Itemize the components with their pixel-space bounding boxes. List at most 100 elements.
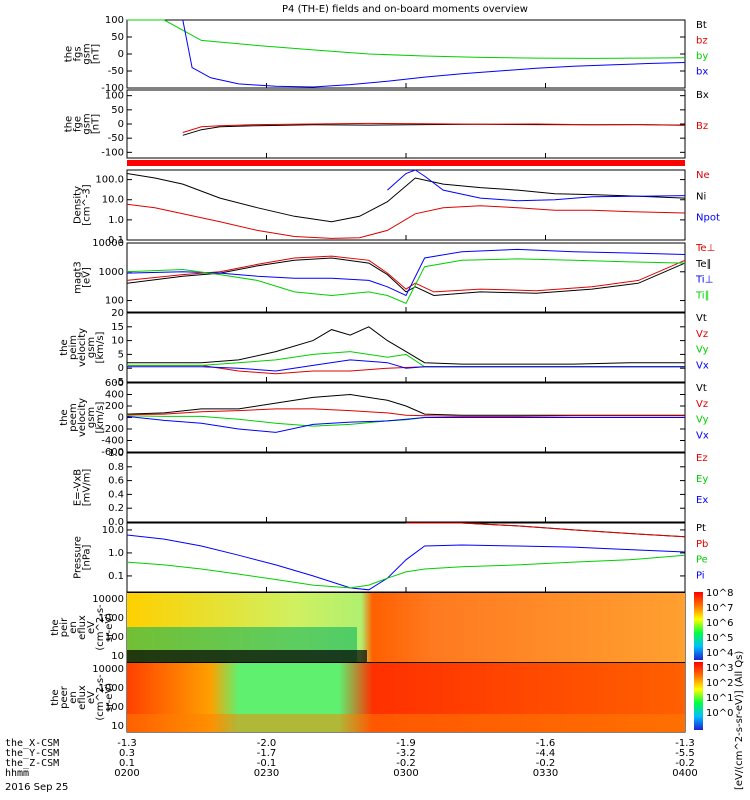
legend-Ti∥: Ti∥ — [695, 290, 710, 301]
y-axis-label: eflux — [77, 615, 88, 640]
y-axis-label: the — [50, 619, 61, 635]
x-axis-value: 0.1 — [119, 758, 135, 769]
y-tick-label: 20 — [111, 308, 124, 319]
colorbar-tick-label: 10^7 — [706, 603, 733, 614]
spectrogram-low-energy-band — [127, 714, 685, 732]
x-axis-value: 0400 — [672, 768, 697, 779]
series-line-Ti∥ — [126, 258, 686, 304]
spectrogram-group — [127, 593, 685, 732]
y-axis-label: eV — [86, 691, 97, 704]
y-axis-label: (cm^2-s- — [95, 674, 106, 721]
legend-bz: bz — [696, 36, 708, 47]
colorbar-strip-lower — [694, 662, 703, 730]
y-axis-label: [km/s] — [95, 331, 106, 363]
y-tick-label: 50 — [111, 32, 124, 43]
x-axis-row-label: the_Y-CSM — [5, 748, 59, 759]
y-tick-label: 0.1 — [108, 571, 124, 582]
panel-peer_en: 10000 1000 100 10 thepeerenefluxeV(cm^2-s-sr… — [50, 662, 686, 733]
y-tick-label: 1000 — [99, 683, 124, 694]
colorbar-strip-upper — [694, 592, 703, 660]
y-axis-label: (cm^2-s- — [95, 604, 106, 651]
x-axis-value: -1.9 — [396, 738, 416, 749]
y-tick-label: 100 — [105, 702, 124, 713]
x-axis-value: -4.4 — [536, 748, 556, 759]
x-axis-row-label: hhmm — [5, 768, 29, 779]
y-axis-label: eV — [86, 621, 97, 634]
y-axis-label: Density — [73, 186, 84, 224]
y-tick-label: 1.0 — [108, 448, 124, 459]
y-axis-label: [nT] — [91, 44, 102, 64]
y-tick-label: 0.2 — [108, 503, 124, 514]
series-line-Vx — [126, 415, 685, 433]
y-tick-label: -400 — [101, 436, 124, 447]
legend-Vx: Vx — [696, 430, 709, 441]
series-line-Vt — [127, 326, 685, 365]
panel-e_field: 1.0 0.8 0.6 0.4 0.2 0.0 E=-VxB[mV/m] Ez Ey Ex — [73, 448, 709, 528]
series-line-Pb — [406, 522, 686, 538]
legend-Bt: Bt — [696, 20, 707, 31]
legend-Pb: Pb — [696, 539, 708, 550]
y-tick-label: 100 — [105, 632, 124, 643]
series-line-Pi — [126, 534, 686, 591]
colorbar-tick-label: 10^8 — [706, 588, 733, 599]
panel-pressure: 10.0 1.0 0.1 Pressure[nPa] Pt Pb Pe Pi — [73, 522, 708, 593]
series-line-Pe — [126, 554, 686, 589]
x-axis-value: -3.2 — [396, 748, 416, 759]
y-tick-label: -5 — [114, 377, 124, 388]
x-axis-value: -2.0 — [257, 738, 277, 749]
y-tick-label: 0.0 — [108, 517, 124, 528]
legend-Vy: Vy — [696, 415, 709, 426]
legend-Vt: Vt — [696, 383, 707, 394]
series-line-Te⊥ — [126, 255, 686, 293]
y-tick-label: -50 — [108, 66, 124, 77]
series-line-Te∥ — [126, 257, 686, 297]
y-axis-label: gsm — [82, 113, 93, 134]
y-tick-label: 1000 — [99, 267, 124, 278]
y-axis-label: the — [59, 339, 70, 355]
y-tick-label: 10000 — [92, 664, 124, 675]
y-tick-label: 5 — [118, 349, 124, 360]
x-axis-value: -5.5 — [675, 748, 695, 759]
y-axis-label: Pressure — [73, 536, 84, 579]
separator-bar — [127, 160, 685, 166]
y-axis-label: the — [64, 46, 75, 62]
series-line-bx — [182, 19, 686, 88]
y-axis-label: peer — [59, 685, 70, 709]
y-axis-label: [nPa] — [82, 544, 93, 570]
colorbar-unit: [eV/(cm^2-s-sr-eV)] (All Qs) — [734, 651, 745, 790]
x-axis-value: -1.3 — [675, 738, 695, 749]
x-axis-value: 0200 — [114, 768, 139, 779]
series-line-Bx — [182, 123, 686, 136]
y-tick-label: 0 — [118, 363, 124, 374]
legend-Npot: Npot — [696, 213, 720, 224]
x-axis-value: 0.3 — [119, 748, 135, 759]
y-tick-label: 600 — [105, 378, 124, 389]
legend-Vx: Vx — [696, 360, 709, 371]
y-tick-label: -600 — [101, 447, 124, 458]
legend-Te∥: Te∥ — [695, 259, 712, 270]
legend-Vt: Vt — [696, 313, 707, 324]
y-tick-label: -200 — [101, 424, 124, 435]
y-axis-label: the — [50, 689, 61, 705]
legend-Ey: Ey — [696, 474, 708, 485]
y-axis-label: gsm — [82, 43, 93, 64]
x-axis-value: -0.2 — [675, 758, 695, 769]
y-axis-label: [km/s] — [95, 401, 106, 433]
x-axis-row-label: the_Z-CSM — [5, 758, 59, 769]
colorbar-tick-label: 10^2 — [706, 678, 733, 689]
y-axis-label: en — [68, 691, 79, 704]
y-tick-label: -100 — [101, 83, 124, 94]
y-tick-label: 0 — [118, 413, 124, 424]
y-tick-label: 200 — [105, 401, 124, 412]
y-axis-label: peem — [68, 403, 79, 431]
legend-Te⊥: Te⊥ — [695, 243, 715, 254]
legend-Ni: Ni — [696, 191, 706, 202]
x-axis-value: -0.2 — [396, 758, 416, 769]
series-line-Vx — [127, 359, 685, 372]
colorbar-tick-label: 10^4 — [706, 648, 733, 659]
x-axis-row-label: the_X-CSM — [5, 738, 59, 749]
legend-Pe: Pe — [696, 555, 708, 566]
